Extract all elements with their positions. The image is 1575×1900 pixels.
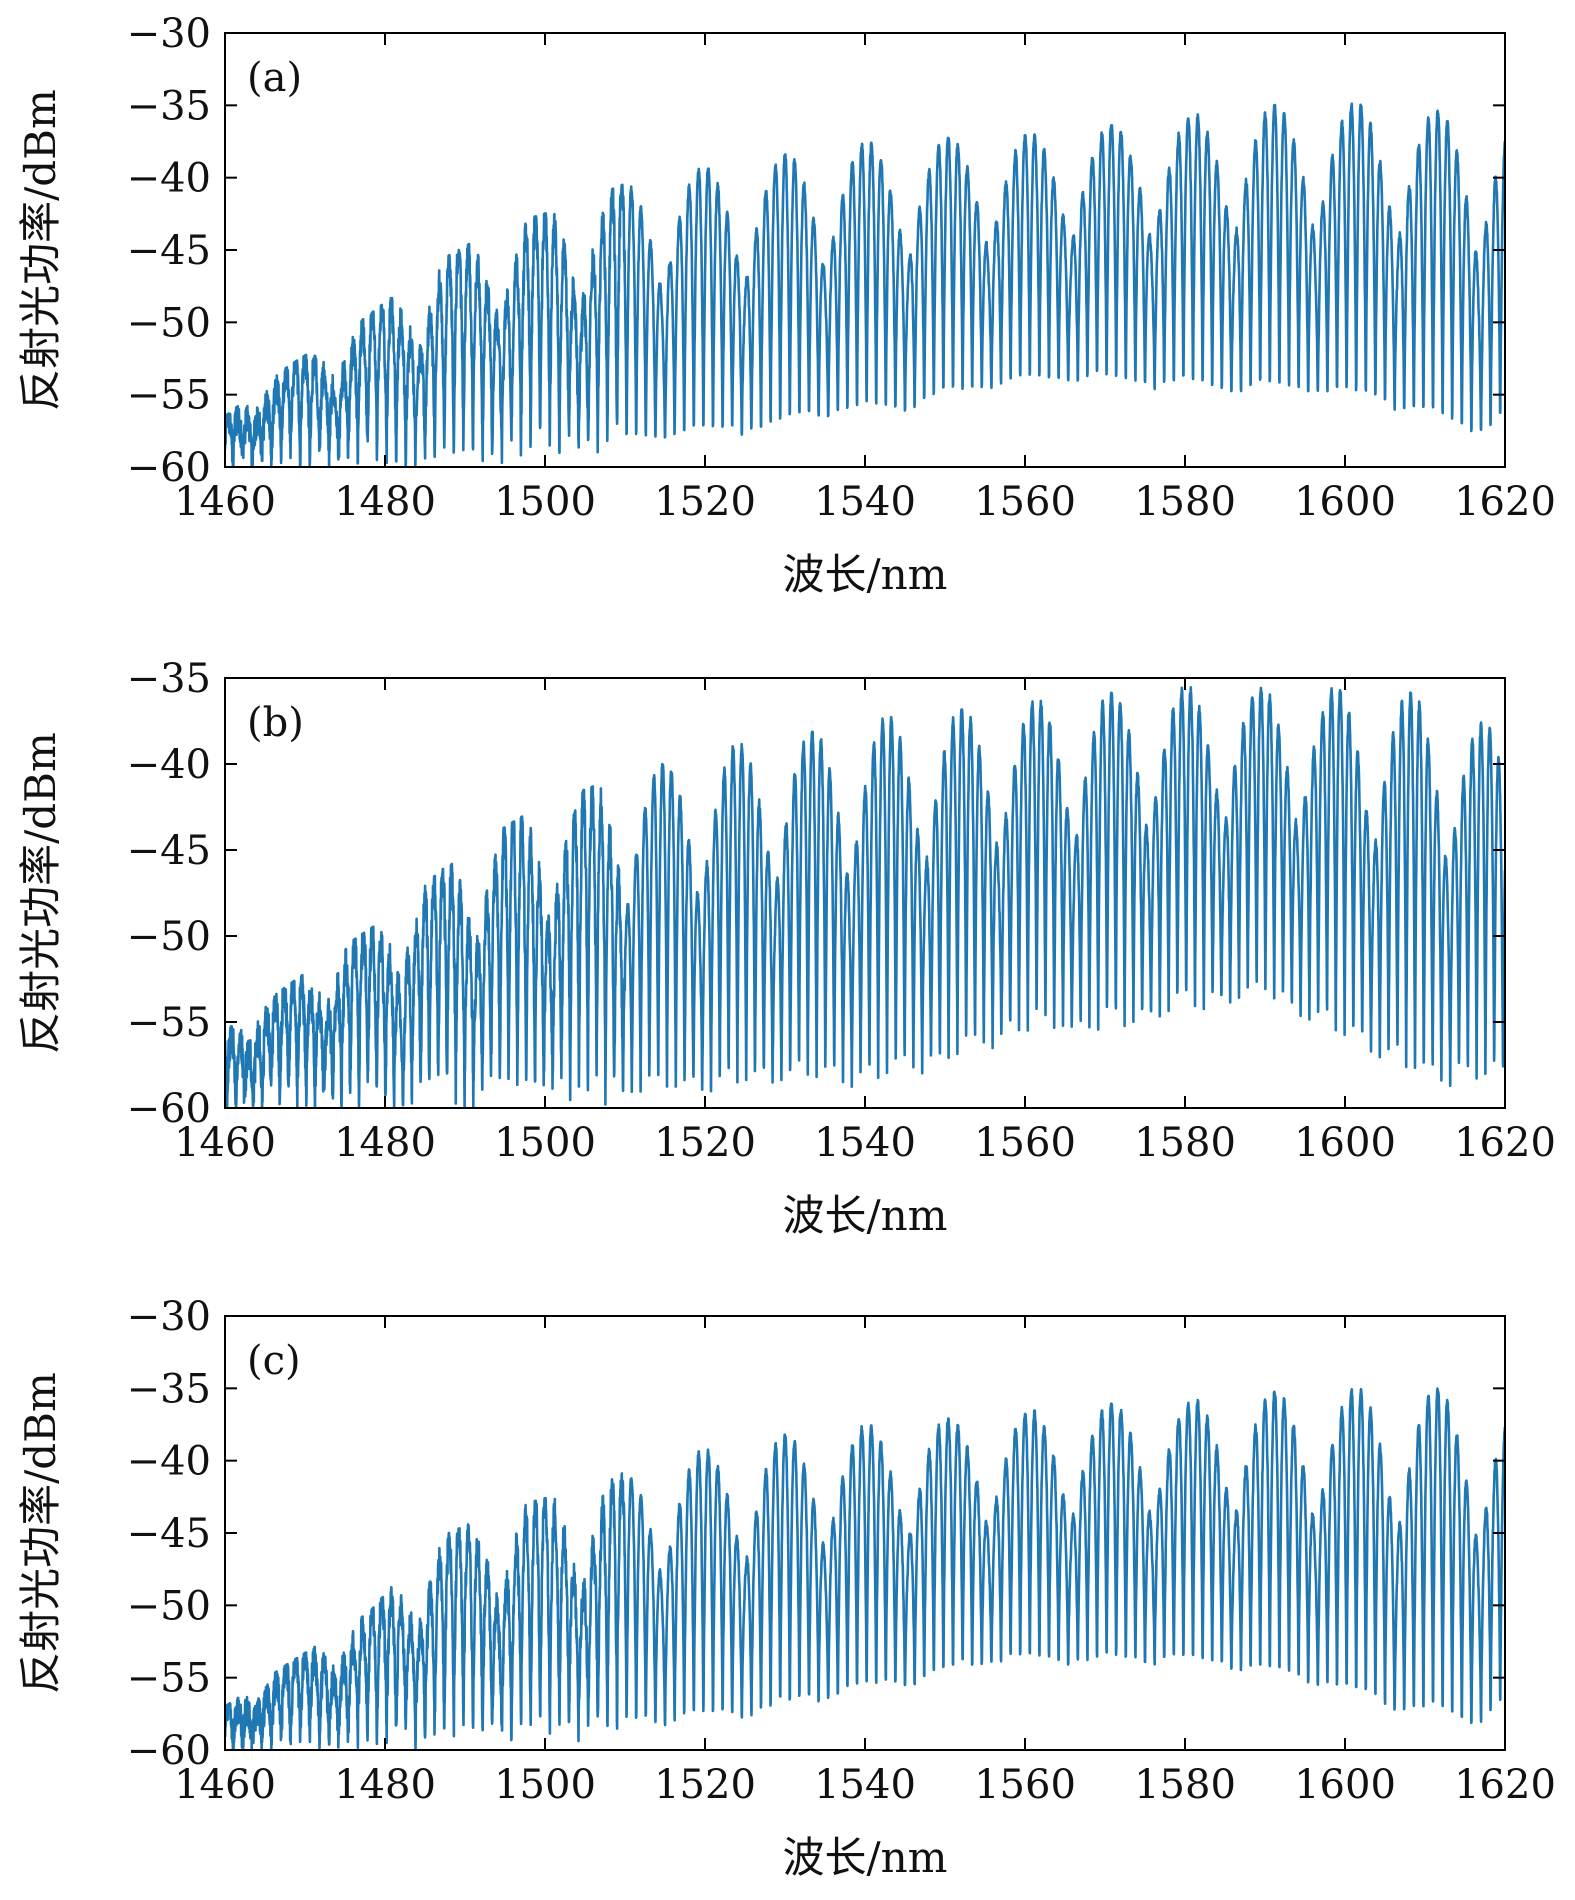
y-tick-label: −50 bbox=[127, 914, 211, 960]
y-tick-label: −40 bbox=[127, 742, 211, 788]
y-tick-label: −60 bbox=[127, 1086, 211, 1132]
y-tick-label: −45 bbox=[127, 828, 211, 874]
series-line bbox=[225, 686, 1505, 1108]
y-tick-label: −55 bbox=[127, 373, 211, 419]
y-tick-label: −40 bbox=[127, 1439, 211, 1485]
y-tick-label: −30 bbox=[127, 1294, 211, 1340]
x-tick-label: 1560 bbox=[974, 1120, 1076, 1166]
x-tick-label: 1600 bbox=[1294, 479, 1396, 525]
x-tick-label: 1500 bbox=[494, 1762, 596, 1808]
x-tick-label: 1460 bbox=[174, 479, 276, 525]
series-line bbox=[225, 102, 1505, 467]
x-tick-label: 1580 bbox=[1134, 1120, 1236, 1166]
x-tick-label: 1620 bbox=[1454, 1120, 1556, 1166]
y-tick-label: −40 bbox=[127, 156, 211, 202]
y-axis-title: 反射光功率/dBm bbox=[16, 732, 65, 1054]
y-tick-label: −60 bbox=[127, 1728, 211, 1774]
x-tick-label: 1560 bbox=[974, 1762, 1076, 1808]
series-line bbox=[225, 1387, 1505, 1750]
x-tick-label: 1620 bbox=[1454, 479, 1556, 525]
plot-frame bbox=[224, 677, 1506, 1109]
y-tick-label: −35 bbox=[127, 1366, 211, 1412]
y-axis-title: 反射光功率/dBm bbox=[16, 89, 65, 411]
y-tick-label: −55 bbox=[127, 1000, 211, 1046]
panel-label: (c) bbox=[247, 1338, 301, 1384]
x-tick-label: 1600 bbox=[1294, 1120, 1396, 1166]
y-tick-label: −35 bbox=[127, 83, 211, 129]
x-tick-label: 1520 bbox=[654, 479, 756, 525]
x-tick-label: 1540 bbox=[814, 1120, 916, 1166]
panel-label: (b) bbox=[247, 700, 304, 746]
chart-panel-c: 1460 1480 1500 1520 1540 1560 1580 1600 1620 −30 −… bbox=[16, 1294, 1556, 1882]
y-tick-label: −50 bbox=[127, 300, 211, 346]
x-axis-title: 波长/nm bbox=[782, 1191, 947, 1240]
x-tick-label: 1620 bbox=[1454, 1762, 1556, 1808]
x-tick-label: 1540 bbox=[814, 1762, 916, 1808]
x-tick-label: 1580 bbox=[1134, 479, 1236, 525]
y-tick-label: −50 bbox=[127, 1583, 211, 1629]
y-tick-label: −55 bbox=[127, 1656, 211, 1702]
y-axis-title: 反射光功率/dBm bbox=[16, 1372, 65, 1694]
x-tick-label: 1460 bbox=[174, 1120, 276, 1166]
chart-panel-b: 1460 1480 1500 1520 1540 1560 1580 1600 1620 −35 −… bbox=[16, 656, 1556, 1240]
x-tick-label: 1460 bbox=[174, 1762, 276, 1808]
y-tick-label: −35 bbox=[127, 656, 211, 702]
x-tick-label: 1480 bbox=[334, 1762, 436, 1808]
x-tick-label: 1480 bbox=[334, 479, 436, 525]
x-tick-label: 1540 bbox=[814, 479, 916, 525]
x-tick-label: 1500 bbox=[494, 479, 596, 525]
y-tick-label: −30 bbox=[127, 11, 211, 57]
x-tick-label: 1480 bbox=[334, 1120, 436, 1166]
x-tick-label: 1600 bbox=[1294, 1762, 1396, 1808]
x-tick-label: 1580 bbox=[1134, 1762, 1236, 1808]
y-tick-label: −60 bbox=[127, 445, 211, 491]
y-tick-label: −45 bbox=[127, 228, 211, 274]
x-tick-label: 1560 bbox=[974, 479, 1076, 525]
x-tick-label: 1520 bbox=[654, 1762, 756, 1808]
x-tick-label: 1520 bbox=[654, 1120, 756, 1166]
x-tick-label: 1500 bbox=[494, 1120, 596, 1166]
y-tick-label: −45 bbox=[127, 1511, 211, 1557]
chart-panel-a: 1460 1480 1500 1520 1540 1560 1580 1600 1620 −30 −… bbox=[16, 11, 1556, 599]
x-axis-title: 波长/nm bbox=[782, 550, 947, 599]
panel-label: (a) bbox=[247, 55, 302, 101]
x-axis-title: 波长/nm bbox=[782, 1833, 947, 1882]
